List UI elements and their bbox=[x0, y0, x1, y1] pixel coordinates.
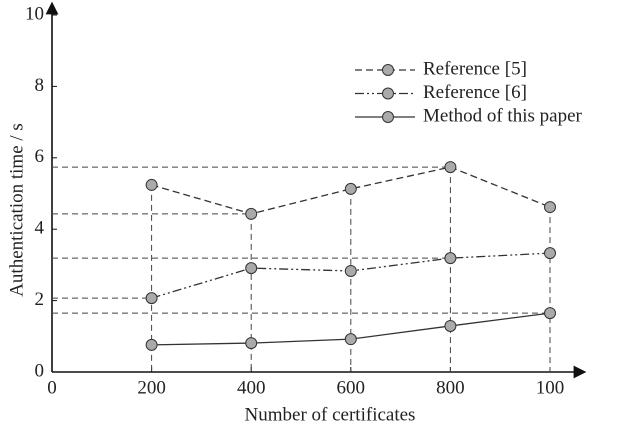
point bbox=[544, 247, 556, 260]
legend-label: Reference [6] bbox=[423, 82, 527, 103]
x-tick-label: 100 bbox=[536, 377, 565, 398]
point bbox=[544, 307, 556, 320]
x-tick-label: 600 bbox=[337, 377, 366, 398]
y-tick-label: 4 bbox=[35, 218, 45, 239]
x-tick-label: 400 bbox=[237, 377, 266, 398]
legend-marker bbox=[382, 64, 394, 76]
x-tick-label: 200 bbox=[137, 377, 166, 398]
point bbox=[245, 337, 258, 350]
legend-label: Method of this paper bbox=[423, 105, 583, 126]
point bbox=[444, 252, 457, 265]
point bbox=[344, 333, 357, 346]
legend-marker bbox=[382, 111, 394, 123]
y-tick-label: 10 bbox=[25, 3, 44, 24]
y-tick-label: 6 bbox=[35, 146, 45, 167]
point bbox=[245, 207, 258, 220]
point bbox=[444, 319, 457, 332]
point bbox=[145, 292, 158, 305]
legend-label: Reference [5] bbox=[423, 58, 527, 79]
y-tick-label: 0 bbox=[35, 360, 45, 381]
point bbox=[145, 338, 158, 351]
x-tick-label: 800 bbox=[436, 377, 465, 398]
point bbox=[444, 161, 457, 174]
series-line bbox=[151, 166, 551, 215]
x-tick-label: 0 bbox=[47, 377, 57, 398]
point bbox=[245, 262, 258, 275]
y-tick-label: 2 bbox=[35, 289, 45, 310]
point bbox=[344, 182, 357, 195]
y-tick-label: 8 bbox=[35, 75, 45, 96]
x-axis-title: Number of certificates bbox=[245, 404, 416, 425]
point bbox=[344, 264, 357, 277]
point bbox=[145, 178, 158, 191]
y-axis-title: Authentication time / s bbox=[6, 123, 27, 297]
legend-marker bbox=[382, 87, 394, 100]
point bbox=[544, 201, 556, 214]
